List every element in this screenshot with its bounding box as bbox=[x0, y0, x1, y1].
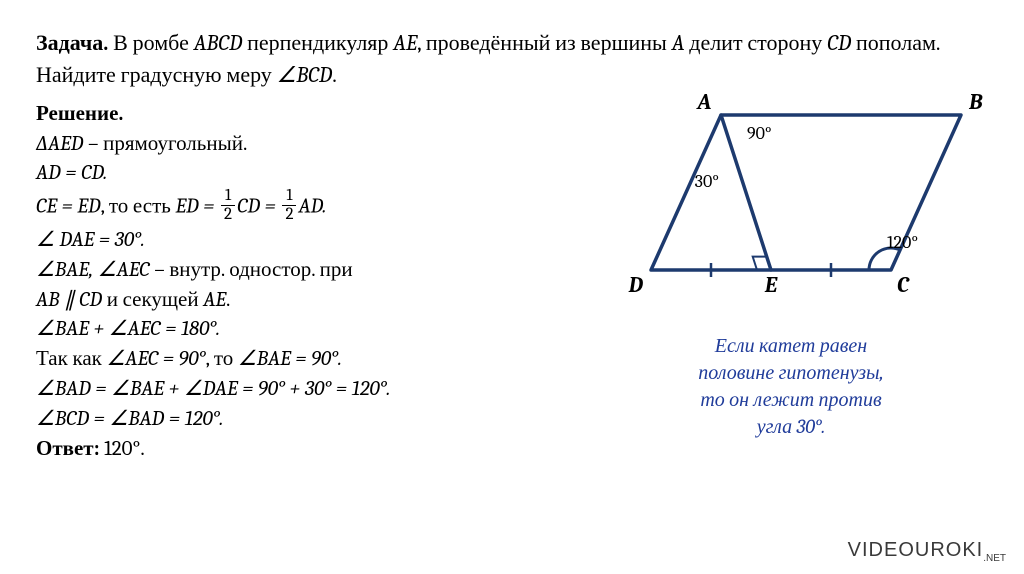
svg-text:90°: 90° bbox=[747, 123, 772, 144]
svg-text:B: B bbox=[968, 89, 983, 115]
svg-text:120°: 120° bbox=[887, 232, 918, 253]
svg-text:A: A bbox=[695, 89, 711, 115]
rhombus-figure: ABCDE90°30°120° bbox=[586, 100, 996, 310]
hint-text: Если катет равен половине гипотенузы, то… bbox=[586, 332, 996, 440]
problem-label: Задача. bbox=[36, 30, 108, 56]
problem-statement: Задача. В ромбе ABCD перпендикуляр AE, п… bbox=[36, 28, 988, 92]
svg-text:C: C bbox=[897, 272, 910, 298]
svg-text:30°: 30° bbox=[695, 171, 719, 192]
solution-block: Решение. ∆AED – прямоугольный. AD = CD. … bbox=[36, 100, 556, 465]
answer-label: Ответ: bbox=[36, 437, 100, 461]
svg-text:D: D bbox=[628, 272, 644, 298]
fraction: 12 bbox=[221, 187, 235, 224]
fraction: 12 bbox=[282, 187, 296, 224]
solution-label: Решение. bbox=[36, 102, 123, 126]
watermark: VIDEOUROKI.NET bbox=[848, 539, 1006, 564]
svg-text:E: E bbox=[764, 272, 778, 298]
